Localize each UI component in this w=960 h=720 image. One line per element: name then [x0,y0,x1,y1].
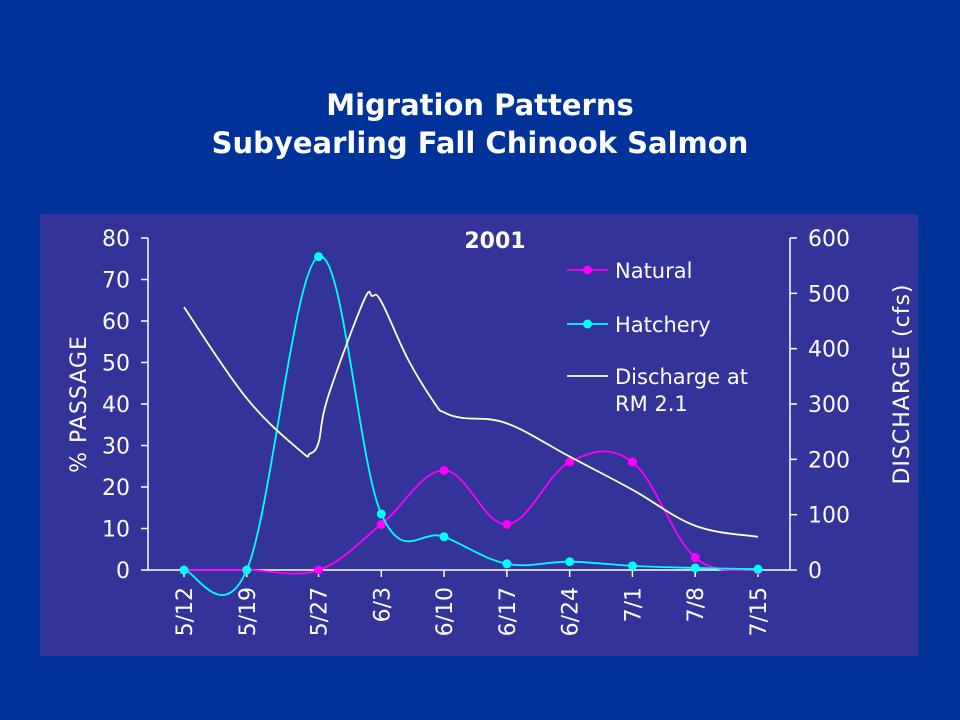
natural-data-point [690,553,700,563]
right-tick-label: 300 [808,393,850,418]
left-tick-label: 80 [102,227,130,252]
hatchery-data-point [179,565,189,575]
hatchery-data-point [314,252,324,262]
left-tick-label: 0 [116,559,130,584]
legend-hatchery-marker [583,319,592,329]
hatchery-data-point [376,509,386,519]
title-line-1: Migration Patterns [326,88,634,122]
legend-natural-label: Natural [615,259,692,283]
x-tick-label: 6/24 [559,587,584,636]
hatchery-data-point [627,561,637,571]
x-tick-label: 5/27 [308,587,333,636]
left-tick-label: 10 [102,518,130,543]
x-tick-label: 7/8 [684,587,709,622]
hatchery-data-point [242,565,252,575]
left-tick-label: 40 [102,393,130,418]
left-tick-label: 70 [102,269,130,294]
hatchery-data-point [502,559,512,569]
x-tick-label: 6/17 [496,587,521,636]
chart-panel: 0 10 20 30 40 50 60 70 80 0 100 200 300 400 500 600 5/12… [40,214,918,656]
slide-title: Migration Patterns Subyearling Fall Chin… [0,86,960,162]
legend-discharge-label: Discharge at [615,365,748,389]
year-label: 2001 [464,229,525,254]
y2-axis-title: DISCHARGE (cfs) [890,283,915,484]
discharge-series-line [183,290,759,538]
natural-data-point [565,457,575,467]
x-tick-label: 7/1 [621,587,646,622]
legend-discharge-label: RM 2.1 [615,392,688,416]
legend-natural-marker [583,265,592,275]
hatchery-data-point [439,532,449,542]
x-tick-label: 6/10 [433,587,458,636]
natural-data-point [376,519,386,529]
right-tick-label: 600 [808,227,850,252]
right-tick-label: 200 [808,448,850,473]
right-tick-label: 500 [808,282,850,307]
right-tick-label: 0 [808,559,822,584]
y-axis-title: % PASSAGE [67,335,92,473]
left-tick-label: 60 [102,310,130,335]
hatchery-data-point [565,557,575,567]
x-tick-label: 6/3 [370,587,395,622]
x-tick-label: 7/15 [747,587,772,636]
legend-hatchery-label: Hatchery [615,313,711,337]
left-tick-label: 30 [102,435,130,460]
natural-data-point [502,519,512,529]
left-tick-label: 20 [102,476,130,501]
hatchery-data-point [753,564,763,574]
natural-data-point [314,565,324,575]
migration-chart: 0 10 20 30 40 50 60 70 80 0 100 200 300 400 500 600 5/12… [67,227,915,636]
natural-data-point [627,457,637,467]
hatchery-series-line [183,255,759,596]
hatchery-data-point [690,563,700,573]
x-tick-label: 5/19 [236,587,261,636]
right-tick-label: 400 [808,338,850,363]
left-tick-label: 50 [102,352,130,377]
natural-data-point [439,465,449,475]
right-tick-label: 100 [808,504,850,529]
title-line-2: Subyearling Fall Chinook Salmon [211,126,749,160]
x-tick-label: 5/12 [173,587,198,636]
